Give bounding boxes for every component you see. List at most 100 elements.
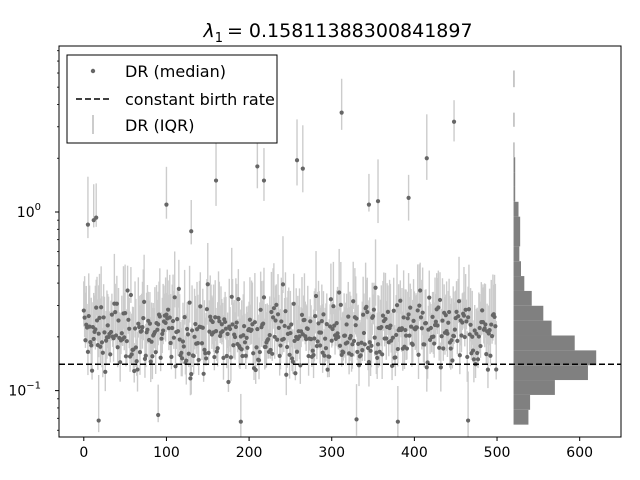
median-point <box>484 352 489 357</box>
median-point <box>228 355 234 360</box>
median-point <box>216 315 221 320</box>
median-point <box>478 343 483 349</box>
median-point <box>99 305 104 310</box>
median-point <box>81 308 86 313</box>
median-point <box>351 299 356 304</box>
median-point <box>254 345 259 350</box>
median-point <box>284 372 289 377</box>
median-point <box>104 338 109 343</box>
median-point <box>349 352 354 357</box>
median-point <box>460 320 465 325</box>
median-point <box>450 358 455 363</box>
median-point <box>184 358 189 363</box>
median-point <box>96 418 101 423</box>
median-point <box>229 294 234 299</box>
median-point <box>419 326 424 331</box>
median-point <box>148 359 153 364</box>
median-point <box>116 318 121 323</box>
median-point <box>94 305 99 310</box>
median-point <box>451 334 457 339</box>
median-point <box>358 353 363 358</box>
median-point <box>315 339 320 344</box>
median-point <box>446 320 451 325</box>
median-point <box>83 338 88 343</box>
median-point <box>226 379 231 385</box>
median-point <box>89 343 94 348</box>
title-subscript: 1 <box>215 31 223 46</box>
median-point <box>160 331 165 337</box>
median-point <box>153 350 158 355</box>
median-point <box>189 328 195 333</box>
median-point <box>334 321 339 326</box>
median-point <box>270 315 276 320</box>
median-point <box>101 315 106 320</box>
median-point <box>474 331 479 336</box>
median-point <box>318 343 323 348</box>
median-point <box>134 359 139 364</box>
median-point <box>410 342 415 347</box>
median-point <box>371 307 376 312</box>
legend: DR (median) constant birth rate DR (IQR) <box>66 54 278 144</box>
median-point <box>212 354 217 360</box>
median-point <box>348 333 353 339</box>
median-point <box>466 418 471 423</box>
x-tick-label: 400 <box>401 445 428 461</box>
median-point <box>132 326 138 331</box>
legend-box <box>66 54 278 144</box>
median-point <box>220 329 225 334</box>
median-point <box>456 314 461 319</box>
median-point <box>261 321 266 326</box>
median-point <box>155 327 160 332</box>
median-point <box>200 325 205 330</box>
median-point <box>255 326 260 332</box>
median-point <box>364 304 369 309</box>
title-value: = 0.15811388300841897 <box>227 20 473 42</box>
histogram-bar <box>513 335 575 351</box>
median-point <box>316 321 321 326</box>
median-point <box>489 322 494 327</box>
median-point <box>224 353 229 359</box>
median-point <box>443 313 448 318</box>
median-point <box>406 195 411 200</box>
median-point <box>331 304 336 309</box>
median-point <box>431 334 436 339</box>
median-point <box>129 352 134 357</box>
median-point <box>163 320 168 325</box>
median-point <box>177 337 182 342</box>
median-point <box>288 330 293 336</box>
median-point <box>170 318 176 324</box>
median-point <box>359 340 364 345</box>
median-point <box>100 350 105 355</box>
median-point <box>408 305 413 310</box>
median-point <box>176 286 181 291</box>
median-point <box>466 315 471 320</box>
median-point <box>114 301 119 306</box>
median-point <box>147 321 153 326</box>
median-point <box>471 357 476 362</box>
median-point <box>247 317 253 322</box>
median-point <box>156 322 161 327</box>
median-point <box>297 334 302 339</box>
median-point <box>275 337 280 342</box>
median-point <box>182 315 187 320</box>
histogram-bar <box>513 246 520 262</box>
median-point <box>424 156 429 161</box>
median-point <box>449 338 454 343</box>
median-point <box>137 350 143 355</box>
median-point <box>361 312 366 317</box>
median-point <box>119 331 124 336</box>
median-point <box>171 335 176 340</box>
median-point <box>353 323 358 328</box>
median-point <box>374 350 379 355</box>
median-point <box>459 333 464 338</box>
median-point <box>198 304 203 309</box>
median-point <box>337 343 343 348</box>
x-tick-label: 200 <box>236 445 263 461</box>
x-tick-label: 600 <box>566 445 593 461</box>
median-point <box>476 334 481 339</box>
median-point <box>325 367 330 372</box>
median-point <box>213 315 218 320</box>
median-point <box>385 309 391 314</box>
median-point <box>494 367 499 372</box>
median-point <box>418 288 423 293</box>
